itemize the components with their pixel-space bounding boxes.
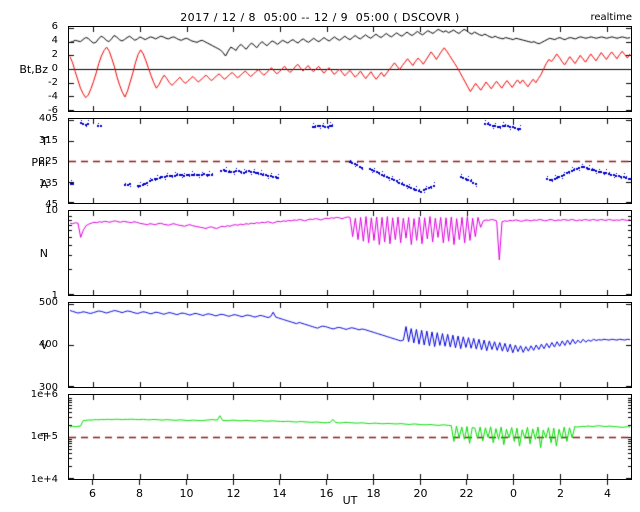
velocity-trace-canvas [69, 303, 631, 387]
ytick-btbz-0: 6 [51, 21, 58, 32]
ytick-btbz-5: -4 [48, 91, 58, 102]
phi-theta-scatter-canvas [69, 119, 631, 203]
panel-density-ylabel: N [39, 247, 48, 260]
ytick-btbz-4: -2 [48, 77, 58, 88]
ytick-btbz-2: 2 [51, 49, 58, 60]
ytick-phi-2: 225 [38, 156, 58, 167]
panel-temperature-ylabel: T [41, 431, 48, 444]
ytick-temperature-2: 1e+4 [30, 474, 58, 485]
ytick-phi-4: 45 [45, 199, 58, 210]
xtick-label-5: 16 [319, 487, 334, 500]
title-bar: 2017 / 12 / 8 05:00 -- 12 / 9 05:00 ( DS… [0, 11, 640, 25]
ytick-velocity-1: 400 [38, 339, 58, 350]
page-title: 2017 / 12 / 8 05:00 -- 12 / 9 05:00 ( DS… [180, 11, 460, 24]
realtime-status-label: realtime [590, 12, 632, 23]
panel-bt-bz [68, 26, 632, 112]
xtick-label-2: 10 [179, 487, 194, 500]
xtick-label-6: 18 [366, 487, 381, 500]
density-trace-canvas [69, 211, 631, 295]
ytick-phi-0: 405 [38, 113, 58, 124]
xtick-label-9: 0 [510, 487, 517, 500]
ytick-btbz-1: 4 [51, 35, 58, 46]
ytick-temperature-0: 1e+6 [30, 389, 58, 400]
panel-phi-ylabel-phi: Phi [31, 156, 48, 169]
panel-phi-ylabel-t: T [41, 135, 48, 148]
panel-phi-ylabel-a: A [40, 178, 48, 191]
x-axis-label: UT [342, 494, 358, 507]
ytick-velocity-2: 300 [38, 382, 58, 393]
xtick-label-10: 2 [557, 487, 564, 500]
xtick-label-4: 14 [272, 487, 287, 500]
xtick-label-11: 4 [604, 487, 611, 500]
xtick-label-0: 6 [89, 487, 96, 500]
xtick-label-7: 20 [413, 487, 428, 500]
panel-velocity [68, 302, 632, 388]
panel-phi-theta [68, 118, 632, 204]
xtick-label-8: 22 [459, 487, 474, 500]
panel-temperature [68, 394, 632, 480]
ytick-density-1: 1 [51, 290, 58, 301]
panel-density [68, 210, 632, 296]
temperature-trace-canvas [69, 395, 631, 479]
panel-velocity-ylabel: V [40, 339, 48, 352]
xtick-label-1: 8 [136, 487, 143, 500]
ytick-velocity-0: 500 [38, 297, 58, 308]
ytick-density-0: 10 [45, 205, 58, 216]
ytick-temperature-1: 1e+5 [30, 431, 58, 442]
xtick-label-3: 12 [226, 487, 241, 500]
ytick-btbz-6: -6 [48, 105, 58, 116]
bt-bz-trace-canvas [69, 27, 631, 111]
panel-bt-bz-ylabel: Bt,Bz [19, 63, 48, 76]
ytick-phi-3: 135 [38, 178, 58, 189]
x-axis-ticks-canvas [68, 480, 632, 490]
ytick-btbz-3: 0 [51, 63, 58, 74]
ytick-phi-1: 315 [38, 135, 58, 146]
